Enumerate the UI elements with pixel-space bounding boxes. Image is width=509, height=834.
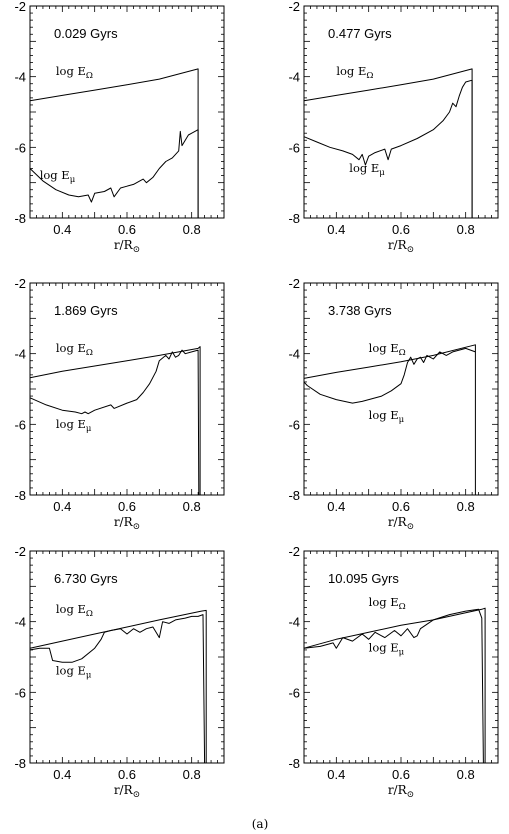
age-label: 6.730 Gyrs bbox=[54, 571, 118, 586]
curve-label-e-mu: log Eμ bbox=[40, 168, 76, 185]
x-tick-label: 0.8 bbox=[457, 767, 475, 782]
y-tick-label: -6 bbox=[288, 417, 300, 432]
x-tick-label: 0.8 bbox=[183, 767, 201, 782]
age-label: 3.738 Gyrs bbox=[328, 303, 392, 318]
y-tick-label: -6 bbox=[288, 140, 300, 155]
x-tick-label: 0.4 bbox=[327, 222, 345, 237]
x-tick-label: 0.8 bbox=[457, 499, 475, 514]
y-tick-label: -8 bbox=[14, 756, 26, 771]
y-tick-label: -4 bbox=[288, 347, 300, 362]
y-tick-label: -4 bbox=[288, 70, 300, 85]
curve-label-e-mu: log Eμ bbox=[56, 417, 92, 434]
curve-label-e-mu: log Eμ bbox=[56, 664, 92, 681]
series-line-e-omega bbox=[303, 344, 476, 495]
curve-label-e-omega: log EΩ bbox=[56, 64, 93, 81]
age-label: 0.477 Gyrs bbox=[328, 26, 392, 41]
y-tick-label: -8 bbox=[14, 488, 26, 503]
x-axis-label: r/R⊙ bbox=[114, 783, 140, 800]
curve-label-e-mu: log Eμ bbox=[369, 408, 405, 425]
y-tick-label: -2 bbox=[288, 0, 300, 14]
series-line-e-omega bbox=[303, 68, 473, 218]
chart-panel: -2 -4 -6 -8 0.4 0.6 0.8 r/R⊙ 0.029 Gyrs log EΩ log… bbox=[14, 0, 225, 255]
curve-label-e-omega: log EΩ bbox=[56, 341, 93, 358]
y-tick-label: -4 bbox=[288, 615, 300, 630]
x-tick-label: 0.6 bbox=[392, 767, 410, 782]
series-line-e-mu bbox=[29, 349, 200, 496]
age-label: 10.095 Gyrs bbox=[328, 571, 399, 586]
x-tick-label: 0.6 bbox=[118, 767, 136, 782]
series-line-e-mu bbox=[303, 347, 476, 404]
curve-label-e-omega: log EΩ bbox=[369, 341, 406, 358]
y-tick-label: -6 bbox=[14, 140, 26, 155]
chart-panel: -2 -4 -6 -8 0.4 0.6 0.8 r/R⊙ 1.869 Gyrs log EΩ log… bbox=[14, 276, 225, 532]
y-tick-label: -8 bbox=[288, 211, 300, 226]
y-tick-label: -2 bbox=[288, 544, 300, 559]
series-line-e-omega bbox=[29, 609, 207, 763]
chart-panel: -2 -4 -6 -8 0.4 0.6 0.8 r/R⊙ 10.095 Gyrs log EΩ lo… bbox=[288, 544, 499, 800]
x-tick-label: 0.6 bbox=[392, 222, 410, 237]
x-axis-label: r/R⊙ bbox=[388, 238, 414, 255]
x-tick-label: 0.8 bbox=[183, 499, 201, 514]
x-tick-label: 0.6 bbox=[118, 222, 136, 237]
curve-label-e-omega: log EΩ bbox=[336, 64, 373, 81]
chart-panel: -2 -4 -6 -8 0.4 0.6 0.8 r/R⊙ 3.738 Gyrs log EΩ log… bbox=[288, 276, 499, 532]
y-tick-label: -6 bbox=[14, 417, 26, 432]
chart-panel: -2 -4 -6 -8 0.4 0.6 0.8 r/R⊙ 6.730 Gyrs log EΩ log… bbox=[14, 544, 225, 800]
series-line-e-omega bbox=[29, 346, 201, 495]
series-line-e-mu bbox=[29, 129, 199, 218]
x-tick-label: 0.4 bbox=[327, 767, 345, 782]
x-axis-label: r/R⊙ bbox=[114, 238, 140, 255]
y-tick-label: -6 bbox=[14, 685, 26, 700]
chart-panel: -2 -4 -6 -8 0.4 0.6 0.8 r/R⊙ 0.477 Gyrs log EΩ log… bbox=[288, 0, 499, 255]
series-line-e-mu bbox=[303, 79, 473, 218]
y-tick-label: -4 bbox=[14, 347, 26, 362]
y-tick-label: -2 bbox=[14, 544, 26, 559]
age-label: 0.029 Gyrs bbox=[54, 26, 118, 41]
y-tick-label: -8 bbox=[14, 211, 26, 226]
x-tick-label: 0.4 bbox=[53, 499, 71, 514]
series-line-e-omega bbox=[303, 607, 486, 763]
x-axis-label: r/R⊙ bbox=[388, 515, 414, 532]
x-tick-label: 0.4 bbox=[53, 767, 71, 782]
series-line-e-omega bbox=[29, 68, 199, 218]
chart-panels: -2 -4 -6 -8 0.4 0.6 0.8 r/R⊙ 0.029 Gyrs log EΩ log… bbox=[14, 0, 499, 800]
curve-label-e-mu: log Eμ bbox=[349, 161, 385, 178]
x-tick-label: 0.6 bbox=[118, 499, 136, 514]
curve-label-e-omega: log EΩ bbox=[56, 602, 93, 619]
series-line-e-mu bbox=[303, 608, 484, 764]
curve-label-e-mu: log Eμ bbox=[369, 641, 405, 658]
x-tick-label: 0.8 bbox=[457, 222, 475, 237]
curve-label-e-omega: log EΩ bbox=[369, 595, 406, 612]
figure-caption: (a) bbox=[252, 817, 269, 831]
series-line-e-mu bbox=[29, 614, 206, 764]
x-tick-label: 0.6 bbox=[392, 499, 410, 514]
x-tick-label: 0.4 bbox=[53, 222, 71, 237]
y-tick-label: -2 bbox=[14, 276, 26, 291]
y-tick-label: -4 bbox=[14, 70, 26, 85]
x-axis-label: r/R⊙ bbox=[114, 515, 140, 532]
x-tick-label: 0.4 bbox=[327, 499, 345, 514]
x-tick-label: 0.8 bbox=[183, 222, 201, 237]
y-tick-label: -4 bbox=[14, 615, 26, 630]
y-tick-label: -6 bbox=[288, 685, 300, 700]
x-axis-label: r/R⊙ bbox=[388, 783, 414, 800]
age-label: 1.869 Gyrs bbox=[54, 303, 118, 318]
y-tick-label: -2 bbox=[14, 0, 26, 14]
y-tick-label: -2 bbox=[288, 276, 300, 291]
y-tick-label: -8 bbox=[288, 756, 300, 771]
y-tick-label: -8 bbox=[288, 488, 300, 503]
